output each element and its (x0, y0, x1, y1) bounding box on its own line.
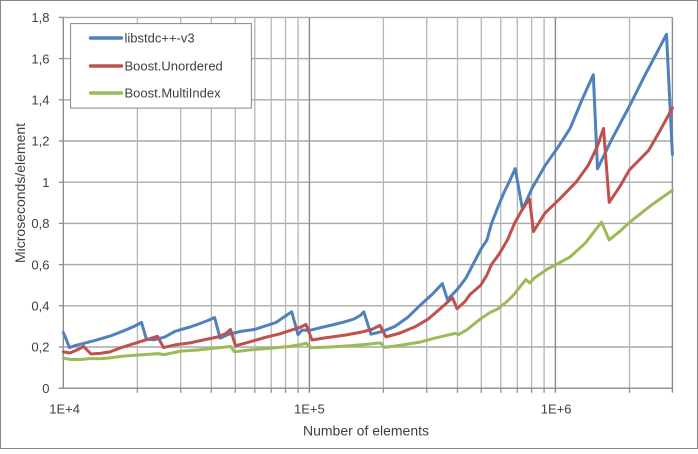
svg-text:Microseconds/element: Microseconds/element (12, 123, 28, 263)
svg-text:1: 1 (42, 175, 49, 190)
svg-text:1,4: 1,4 (31, 93, 49, 108)
svg-text:libstdc++-v3: libstdc++-v3 (125, 31, 195, 46)
svg-text:Number of elements: Number of elements (303, 423, 429, 439)
svg-text:1E+4: 1E+4 (49, 402, 80, 417)
svg-text:1,2: 1,2 (31, 134, 49, 149)
svg-text:Boost.Unordered: Boost.Unordered (125, 59, 223, 74)
svg-text:0,2: 0,2 (31, 340, 49, 355)
svg-text:1E+6: 1E+6 (541, 402, 572, 417)
svg-text:Boost.MultiIndex: Boost.MultiIndex (125, 86, 222, 101)
svg-text:1E+5: 1E+5 (294, 402, 325, 417)
svg-text:0,6: 0,6 (31, 257, 49, 272)
svg-text:0,8: 0,8 (31, 216, 49, 231)
svg-text:0: 0 (42, 381, 49, 396)
svg-text:1,8: 1,8 (31, 10, 49, 25)
svg-text:0,4: 0,4 (31, 299, 49, 314)
svg-text:1,6: 1,6 (31, 51, 49, 66)
